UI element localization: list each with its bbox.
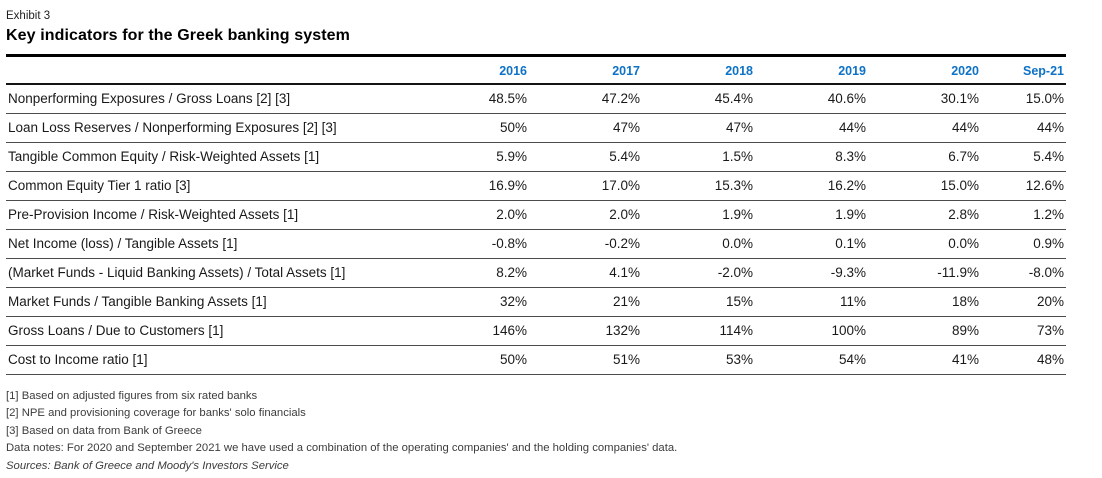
year-header: 2019 bbox=[755, 55, 868, 85]
value-cell: 48.5% bbox=[416, 84, 529, 114]
value-cell: 0.1% bbox=[755, 229, 868, 259]
table-row: Tangible Common Equity / Risk-Weighted A… bbox=[6, 142, 1066, 172]
value-cell: -8.0% bbox=[981, 258, 1066, 288]
value-cell: 100% bbox=[755, 316, 868, 346]
value-cell: 15.3% bbox=[642, 171, 755, 201]
row-label: Pre-Provision Income / Risk-Weighted Ass… bbox=[6, 200, 416, 230]
table-row: Nonperforming Exposures / Gross Loans [2… bbox=[6, 84, 1066, 114]
year-header: 2020 bbox=[868, 55, 981, 85]
value-cell: 0.9% bbox=[981, 229, 1066, 259]
value-cell: 0.0% bbox=[642, 229, 755, 259]
table-header-row: 2016 2017 2018 2019 2020 Sep-21 bbox=[6, 55, 1066, 85]
value-cell: 1.9% bbox=[642, 200, 755, 230]
value-cell: 30.1% bbox=[868, 84, 981, 114]
value-cell: 47% bbox=[529, 113, 642, 143]
value-cell: 16.2% bbox=[755, 171, 868, 201]
value-cell: 0.0% bbox=[868, 229, 981, 259]
value-cell: 45.4% bbox=[642, 84, 755, 114]
table-row: Pre-Provision Income / Risk-Weighted Ass… bbox=[6, 200, 1066, 230]
value-cell: 8.3% bbox=[755, 142, 868, 172]
sources-line: Sources: Bank of Greece and Moody's Inve… bbox=[6, 459, 289, 472]
value-cell: 50% bbox=[416, 113, 529, 143]
row-label: Nonperforming Exposures / Gross Loans [2… bbox=[6, 84, 416, 114]
table-row: Cost to Income ratio [1] 50% 51% 53% 54% 41% 4… bbox=[6, 345, 1066, 375]
footnotes: [1] Based on adjusted figures from six r… bbox=[6, 388, 1102, 475]
row-label: Cost to Income ratio [1] bbox=[6, 345, 416, 375]
value-cell: 8.2% bbox=[416, 258, 529, 288]
value-cell: 1.9% bbox=[755, 200, 868, 230]
table-row: Loan Loss Reserves / Nonperforming Expos… bbox=[6, 113, 1066, 143]
year-header: 2018 bbox=[642, 55, 755, 85]
value-cell: 40.6% bbox=[755, 84, 868, 114]
footnote-line: [1] Based on adjusted figures from six r… bbox=[6, 390, 258, 402]
value-cell: -0.2% bbox=[529, 229, 642, 259]
year-header: 2017 bbox=[529, 55, 642, 85]
value-cell: -0.8% bbox=[416, 229, 529, 259]
table-row: Gross Loans / Due to Customers [1] 146% 13… bbox=[6, 316, 1066, 346]
footnote-line: [2] NPE and provisioning coverage for ba… bbox=[6, 407, 306, 420]
value-cell: 20% bbox=[981, 287, 1066, 317]
table-row: Market Funds / Tangible Banking Assets [… bbox=[6, 287, 1066, 317]
value-cell: 2.0% bbox=[416, 200, 529, 230]
value-cell: 41% bbox=[868, 345, 981, 375]
value-cell: 47% bbox=[642, 113, 755, 143]
value-cell: 89% bbox=[868, 316, 981, 346]
value-cell: 6.7% bbox=[868, 142, 981, 172]
value-cell: 32% bbox=[416, 287, 529, 317]
value-cell: 2.8% bbox=[868, 200, 981, 230]
header-spacer-cell bbox=[6, 55, 416, 85]
value-cell: 16.9% bbox=[416, 171, 529, 201]
value-cell: -9.3% bbox=[755, 258, 868, 288]
value-cell: 132% bbox=[529, 316, 642, 346]
exhibit-title: Key indicators for the Greek banking sys… bbox=[6, 27, 350, 44]
value-cell: 73% bbox=[981, 316, 1066, 346]
value-cell: 54% bbox=[755, 345, 868, 375]
year-header: 2016 bbox=[416, 55, 529, 85]
value-cell: 44% bbox=[755, 113, 868, 143]
value-cell: 53% bbox=[642, 345, 755, 375]
value-cell: 44% bbox=[868, 113, 981, 143]
footnote-line: [3] Based on data from Bank of Greece bbox=[6, 424, 202, 437]
row-label: Gross Loans / Due to Customers [1] bbox=[6, 316, 416, 346]
year-header: Sep-21 bbox=[981, 55, 1066, 85]
value-cell: 146% bbox=[416, 316, 529, 346]
table-body: Nonperforming Exposures / Gross Loans [2… bbox=[6, 84, 1066, 375]
value-cell: 47.2% bbox=[529, 84, 642, 114]
value-cell: 114% bbox=[642, 316, 755, 346]
value-cell: 5.9% bbox=[416, 142, 529, 172]
value-cell: 18% bbox=[868, 287, 981, 317]
value-cell: 15.0% bbox=[981, 84, 1066, 114]
value-cell: -11.9% bbox=[868, 258, 981, 288]
footnote-line: Data notes: For 2020 and September 2021 … bbox=[6, 442, 678, 455]
value-cell: 5.4% bbox=[981, 142, 1066, 172]
value-cell: 48% bbox=[981, 345, 1066, 375]
value-cell: 12.6% bbox=[981, 171, 1066, 201]
table-row: Net Income (loss) / Tangible Assets [1] -… bbox=[6, 229, 1066, 259]
indicators-table: 2016 2017 2018 2019 2020 Sep-21 Nonperforming… bbox=[6, 54, 1066, 375]
table-row: (Market Funds - Liquid Banking Assets) /… bbox=[6, 258, 1066, 288]
row-label: Common Equity Tier 1 ratio [3] bbox=[6, 171, 416, 201]
row-label: Loan Loss Reserves / Nonperforming Expos… bbox=[6, 113, 416, 143]
value-cell: 44% bbox=[981, 113, 1066, 143]
value-cell: 21% bbox=[529, 287, 642, 317]
value-cell: 15% bbox=[642, 287, 755, 317]
value-cell: 4.1% bbox=[529, 258, 642, 288]
row-label: (Market Funds - Liquid Banking Assets) /… bbox=[6, 258, 416, 288]
value-cell: 15.0% bbox=[868, 171, 981, 201]
value-cell: 17.0% bbox=[529, 171, 642, 201]
value-cell: 5.4% bbox=[529, 142, 642, 172]
row-label: Net Income (loss) / Tangible Assets [1] bbox=[6, 229, 416, 259]
value-cell: 2.0% bbox=[529, 200, 642, 230]
value-cell: -2.0% bbox=[642, 258, 755, 288]
exhibit-label: Exhibit 3 bbox=[6, 10, 51, 22]
value-cell: 50% bbox=[416, 345, 529, 375]
row-label: Market Funds / Tangible Banking Assets [… bbox=[6, 287, 416, 317]
value-cell: 1.5% bbox=[642, 142, 755, 172]
row-label: Tangible Common Equity / Risk-Weighted A… bbox=[6, 142, 416, 172]
table-row: Common Equity Tier 1 ratio [3] 16.9% 17.0%… bbox=[6, 171, 1066, 201]
value-cell: 1.2% bbox=[981, 200, 1066, 230]
value-cell: 11% bbox=[755, 287, 868, 317]
value-cell: 51% bbox=[529, 345, 642, 375]
